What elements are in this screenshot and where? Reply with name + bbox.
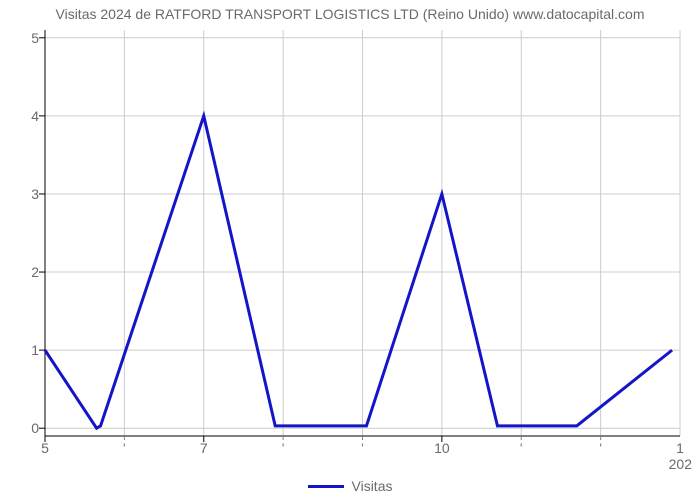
ytick-label: 1 — [25, 342, 39, 358]
xtick-label: 10 — [434, 440, 450, 456]
legend-swatch — [308, 485, 344, 488]
legend-label: Visitas — [352, 478, 393, 494]
ytick-label: 5 — [25, 30, 39, 46]
xtick-minor-label: ' — [123, 440, 126, 456]
ytick-label: 3 — [25, 186, 39, 202]
xtick-label: 7 — [200, 440, 208, 456]
chart-title: Visitas 2024 de RATFORD TRANSPORT LOGIST… — [0, 6, 700, 22]
xtick-label-right: 1 — [676, 440, 684, 456]
ytick-label: 0 — [25, 420, 39, 436]
legend: Visitas — [0, 478, 700, 494]
xtick-minor-label: ' — [361, 440, 364, 456]
xtick-minor-label: ' — [599, 440, 602, 456]
ytick-label: 4 — [25, 108, 39, 124]
plot-area — [45, 30, 680, 436]
ytick-label: 2 — [25, 264, 39, 280]
xtick-minor-label: ' — [520, 440, 523, 456]
x-secondary-label: 202 — [669, 456, 692, 472]
chart-svg — [45, 30, 680, 436]
xtick-minor-label: ' — [282, 440, 285, 456]
xtick-label: 5 — [41, 440, 49, 456]
visits-chart: Visitas 2024 de RATFORD TRANSPORT LOGIST… — [0, 0, 700, 500]
